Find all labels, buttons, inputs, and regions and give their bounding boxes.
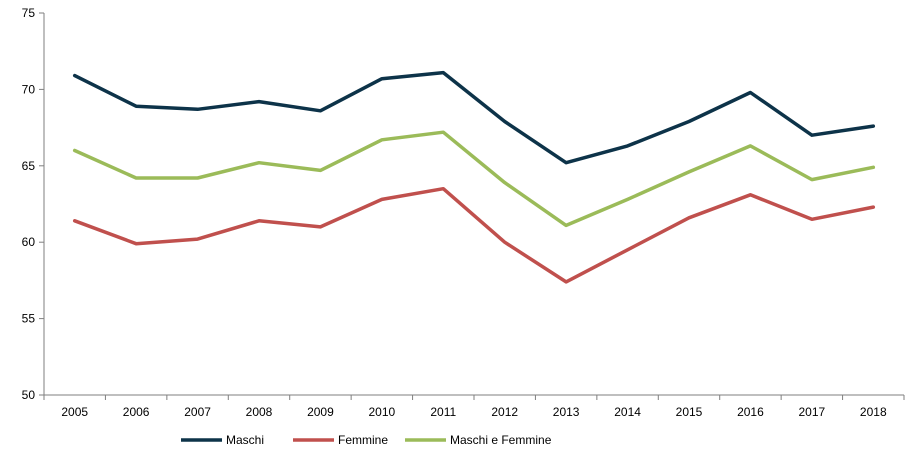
x-tick-label: 2016 (737, 405, 764, 419)
legend-label: Maschi (226, 433, 264, 447)
legend-label: Maschi e Femmine (450, 433, 552, 447)
x-tick-label: 2011 (430, 405, 456, 419)
x-tick-label: 2015 (676, 405, 703, 419)
x-tick-label: 2012 (491, 405, 518, 419)
y-tick-label: 70 (22, 82, 36, 96)
series-line-2 (72, 130, 876, 228)
x-tick-label: 2005 (61, 405, 88, 419)
series-layer (72, 70, 876, 284)
x-tick-label: 2009 (307, 405, 334, 419)
x-tick-label: 2014 (614, 405, 641, 419)
series-line-1 (72, 186, 876, 284)
y-tick-label: 65 (22, 159, 36, 173)
x-tick-label: 2010 (369, 405, 396, 419)
legend: Maschi Femmine Maschi e Femmine (181, 433, 552, 447)
x-tick-label: 2007 (184, 405, 211, 419)
x-tick-label: 2013 (553, 405, 580, 419)
x-tick-label: 2018 (860, 405, 887, 419)
series-line-0 (72, 70, 876, 165)
y-tick-label: 60 (22, 235, 36, 249)
axes: 50 55 60 65 70 75 2005 2006 2007 2008 2009 2010 2011… (22, 6, 905, 419)
y-tick-label: 75 (22, 6, 36, 20)
y-tick-label: 55 (22, 312, 36, 326)
legend-label: Femmine (338, 433, 388, 447)
y-tick-label: 50 (22, 388, 36, 402)
x-tick-label: 2008 (246, 405, 273, 419)
x-tick-label: 2006 (123, 405, 150, 419)
x-tick-label: 2017 (799, 405, 826, 419)
